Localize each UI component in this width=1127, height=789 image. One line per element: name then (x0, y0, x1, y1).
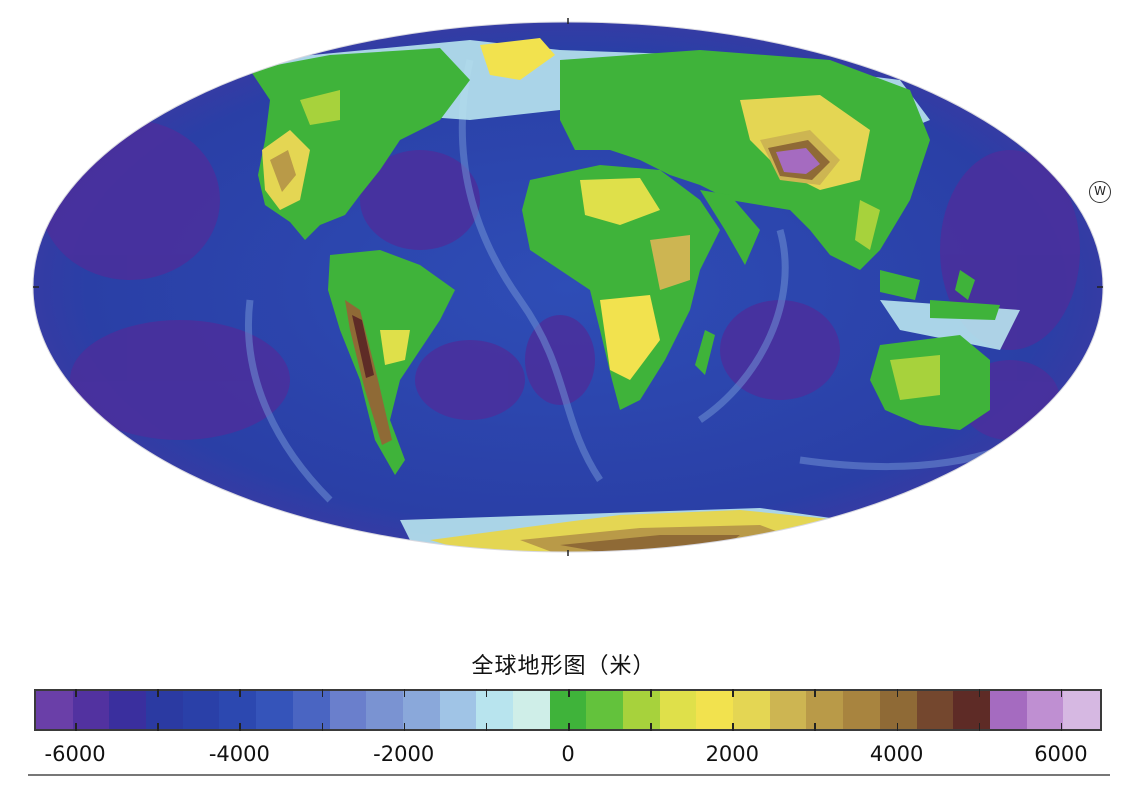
colorbar-tick-mark (321, 723, 324, 731)
colorbar-tick-mark (814, 723, 816, 731)
colorbar-segment (109, 691, 147, 729)
eurasia (560, 50, 930, 270)
colorbar-segment (72, 691, 110, 729)
colorbar-tick-mark (650, 723, 652, 731)
colorbar-tick-mark (896, 689, 899, 697)
colorbar-tick-label: -2000 (373, 742, 435, 766)
colorbar-tick-label: 4000 (869, 742, 924, 766)
colorbar-tick-mark (403, 723, 406, 731)
south-america (328, 250, 455, 475)
watermark-w-icon: W (1089, 181, 1111, 203)
colorbar-tick-mark (650, 689, 652, 697)
colorbar-tick-mark (568, 689, 570, 697)
colorbar-tick-label: -4000 (208, 742, 270, 766)
colorbar-segment (916, 691, 954, 729)
globe (33, 22, 1103, 552)
australia (870, 335, 990, 430)
colorbar-tick-mark (732, 689, 734, 697)
colorbar-tick-label: 2000 (705, 742, 760, 766)
colorbar-tick-label: 0 (561, 742, 575, 766)
colorbar-segment (512, 691, 550, 729)
colorbar-tick-mark (814, 689, 816, 697)
mollweide-map (32, 18, 1104, 556)
colorbar-tick-mark (896, 723, 899, 731)
colorbar-segment (182, 691, 220, 729)
colorbar-tick-mark (485, 723, 488, 731)
colorbar-segment (806, 691, 844, 729)
ocean-ridges (245, 59, 1002, 503)
colorbar-segment (733, 691, 770, 729)
colorbar-tick-mark (75, 723, 77, 731)
colorbar-tick-mark (978, 723, 981, 731)
colorbar-ticks (34, 689, 1102, 731)
colorbar-tick-mark (321, 689, 324, 697)
colorbar-segment (586, 691, 623, 729)
colorbar-segment (989, 691, 1027, 729)
baseline-rule (28, 774, 1110, 776)
colorbar-segment (36, 691, 73, 729)
colorbar-segment (402, 691, 440, 729)
colorbar-segment (659, 691, 697, 729)
colorbar-tick-mark (403, 689, 406, 697)
colorbar-segment (696, 691, 734, 729)
colorbar-segment (329, 691, 367, 729)
colorbar-segment (219, 691, 257, 729)
colorbar-segment (623, 691, 660, 729)
colorbar-segment (476, 691, 513, 729)
colorbar-tick-mark (978, 689, 981, 697)
colorbar-tick-label: 6000 (1034, 742, 1088, 766)
colorbar-segment (256, 691, 293, 729)
colorbar-segment (549, 691, 587, 729)
colorbar-segment (146, 691, 183, 729)
frame-ticks (33, 18, 1103, 556)
colorbar-tick-mark (157, 689, 159, 697)
colorbar-tick-mark (568, 723, 570, 731)
north-america (250, 38, 555, 240)
colorbar (34, 689, 1102, 731)
colorbar-segment (1026, 691, 1064, 729)
colorbar-tick-mark (157, 723, 159, 731)
colorbar-segment (366, 691, 403, 729)
colorbar-tick-mark (732, 723, 734, 731)
colorbar-segment (953, 691, 990, 729)
colorbar-segment (879, 691, 917, 729)
colorbar-segment (769, 691, 807, 729)
colorbar-tick-mark (485, 689, 488, 697)
colorbar-tick-mark (1060, 723, 1063, 731)
colorbar-tick-mark (239, 723, 241, 731)
colorbar-segment (843, 691, 880, 729)
colorbar-segment (439, 691, 477, 729)
africa (522, 165, 720, 410)
colorbar-segment (292, 691, 330, 729)
new-zealand (1020, 440, 1040, 470)
colorbar-tick-mark (239, 689, 241, 697)
colorbar-tick-label: -6000 (44, 742, 106, 766)
world-topography-map (32, 18, 1104, 556)
colorbar-tick-labels: -6000 -4000 -2000 0 2000 4000 6000 (34, 742, 1102, 772)
colorbar-tick-mark (1060, 689, 1063, 697)
colorbar-tick-mark (75, 689, 77, 697)
colorbar-segment (1063, 691, 1100, 729)
legend-title: 全球地形图（米） (471, 654, 656, 679)
southeast-asia-islands (880, 270, 1000, 320)
